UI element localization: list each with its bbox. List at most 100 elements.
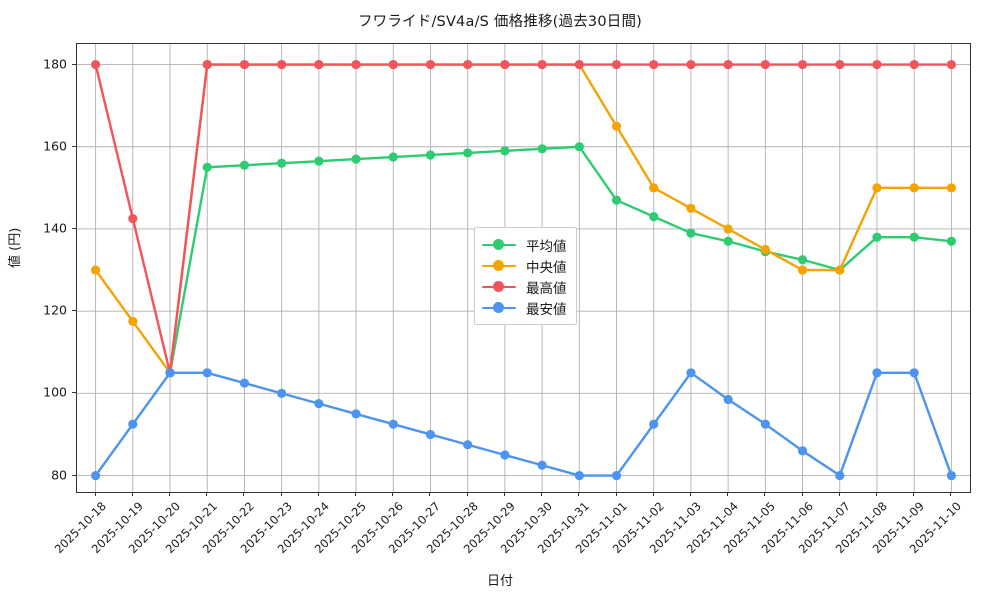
- data-point: [797, 59, 808, 70]
- x-tick-mark: [317, 492, 319, 496]
- data-point: [314, 156, 324, 166]
- legend-item-3[interactable]: 最安値: [482, 297, 567, 318]
- x-tick-mark: [503, 492, 505, 496]
- data-point: [91, 265, 101, 275]
- series-1: [91, 59, 957, 378]
- data-point: [388, 152, 398, 162]
- data-point: [723, 224, 733, 234]
- data-point: [611, 470, 622, 481]
- data-point: [686, 203, 696, 213]
- data-point: [239, 378, 250, 388]
- data-point: [277, 388, 287, 398]
- x-tick-mark: [355, 492, 357, 496]
- data-point: [835, 470, 845, 481]
- data-point: [500, 146, 510, 156]
- data-point: [202, 162, 212, 172]
- data-point: [165, 368, 175, 378]
- x-tick-mark: [429, 492, 431, 496]
- y-tick-mark: [72, 227, 76, 229]
- y-tick-label: 180: [43, 56, 67, 72]
- x-tick-mark: [689, 492, 691, 496]
- x-tick-mark: [875, 492, 877, 496]
- data-point: [909, 232, 919, 242]
- data-point: [202, 59, 212, 70]
- data-point: [128, 419, 138, 429]
- data-point: [500, 450, 510, 460]
- data-point: [611, 121, 622, 131]
- data-point: [872, 59, 882, 70]
- data-point: [425, 150, 436, 160]
- series-0: [165, 142, 957, 378]
- data-point: [649, 183, 659, 193]
- data-point: [574, 470, 584, 481]
- y-tick-mark: [72, 474, 76, 476]
- legend-swatch-icon: [482, 259, 516, 273]
- legend-item-2[interactable]: 最高値: [482, 276, 567, 297]
- legend-label: 中央値: [526, 259, 567, 276]
- data-point: [835, 59, 845, 70]
- data-point: [537, 460, 547, 470]
- x-tick-mark: [280, 492, 282, 496]
- data-point: [574, 142, 584, 152]
- data-point: [797, 446, 808, 456]
- legend-label: 平均値: [526, 238, 567, 255]
- series-2: [91, 59, 957, 378]
- data-point: [909, 59, 919, 70]
- chart-title: フワライド/SV4a/S 価格推移(過去30日間): [357, 14, 643, 30]
- data-point: [797, 255, 808, 265]
- data-point: [351, 409, 361, 419]
- x-tick-mark: [913, 492, 915, 496]
- y-tick-mark: [72, 145, 76, 147]
- data-point: [500, 59, 510, 70]
- data-point: [760, 59, 770, 70]
- y-tick-mark: [72, 310, 76, 312]
- legend-label: 最高値: [526, 280, 567, 297]
- data-point: [611, 195, 622, 205]
- data-point: [314, 59, 324, 70]
- data-point: [351, 154, 361, 164]
- y-tick-mark: [72, 392, 76, 394]
- data-point: [649, 59, 659, 70]
- data-point: [388, 419, 398, 429]
- data-point: [425, 429, 436, 440]
- data-point: [388, 59, 398, 70]
- x-tick-mark: [727, 492, 729, 496]
- data-point: [909, 183, 919, 193]
- x-tick-mark: [392, 492, 394, 496]
- data-point: [760, 244, 770, 255]
- data-point: [872, 368, 882, 378]
- x-tick-mark: [466, 492, 468, 496]
- data-point: [872, 183, 882, 193]
- data-point: [649, 419, 659, 429]
- data-point: [463, 440, 473, 450]
- x-axis-label: 日付: [486, 574, 513, 589]
- data-point: [760, 419, 770, 429]
- data-point: [277, 59, 287, 70]
- data-point: [686, 228, 696, 238]
- data-point: [128, 214, 138, 224]
- data-point: [351, 59, 361, 70]
- data-point: [797, 265, 808, 275]
- data-point: [91, 59, 101, 70]
- data-point: [723, 236, 733, 246]
- legend-item-0[interactable]: 平均値: [482, 234, 567, 255]
- data-point: [202, 368, 212, 378]
- data-point: [872, 232, 882, 242]
- legend-swatch-icon: [482, 280, 516, 294]
- plot-area: [76, 43, 971, 493]
- data-point: [574, 59, 584, 70]
- data-point: [91, 470, 101, 481]
- x-tick-mark: [652, 492, 654, 496]
- data-point: [128, 316, 138, 327]
- data-point: [425, 59, 436, 70]
- y-tick-label: 120: [43, 302, 67, 318]
- legend-item-1[interactable]: 中央値: [482, 255, 567, 276]
- y-tick-mark: [72, 63, 76, 65]
- data-point: [537, 59, 547, 70]
- x-tick-mark: [615, 492, 617, 496]
- data-point: [611, 59, 622, 70]
- data-point: [239, 160, 250, 170]
- data-point: [649, 212, 659, 222]
- data-point: [277, 158, 287, 168]
- y-tick-label: 160: [43, 138, 67, 154]
